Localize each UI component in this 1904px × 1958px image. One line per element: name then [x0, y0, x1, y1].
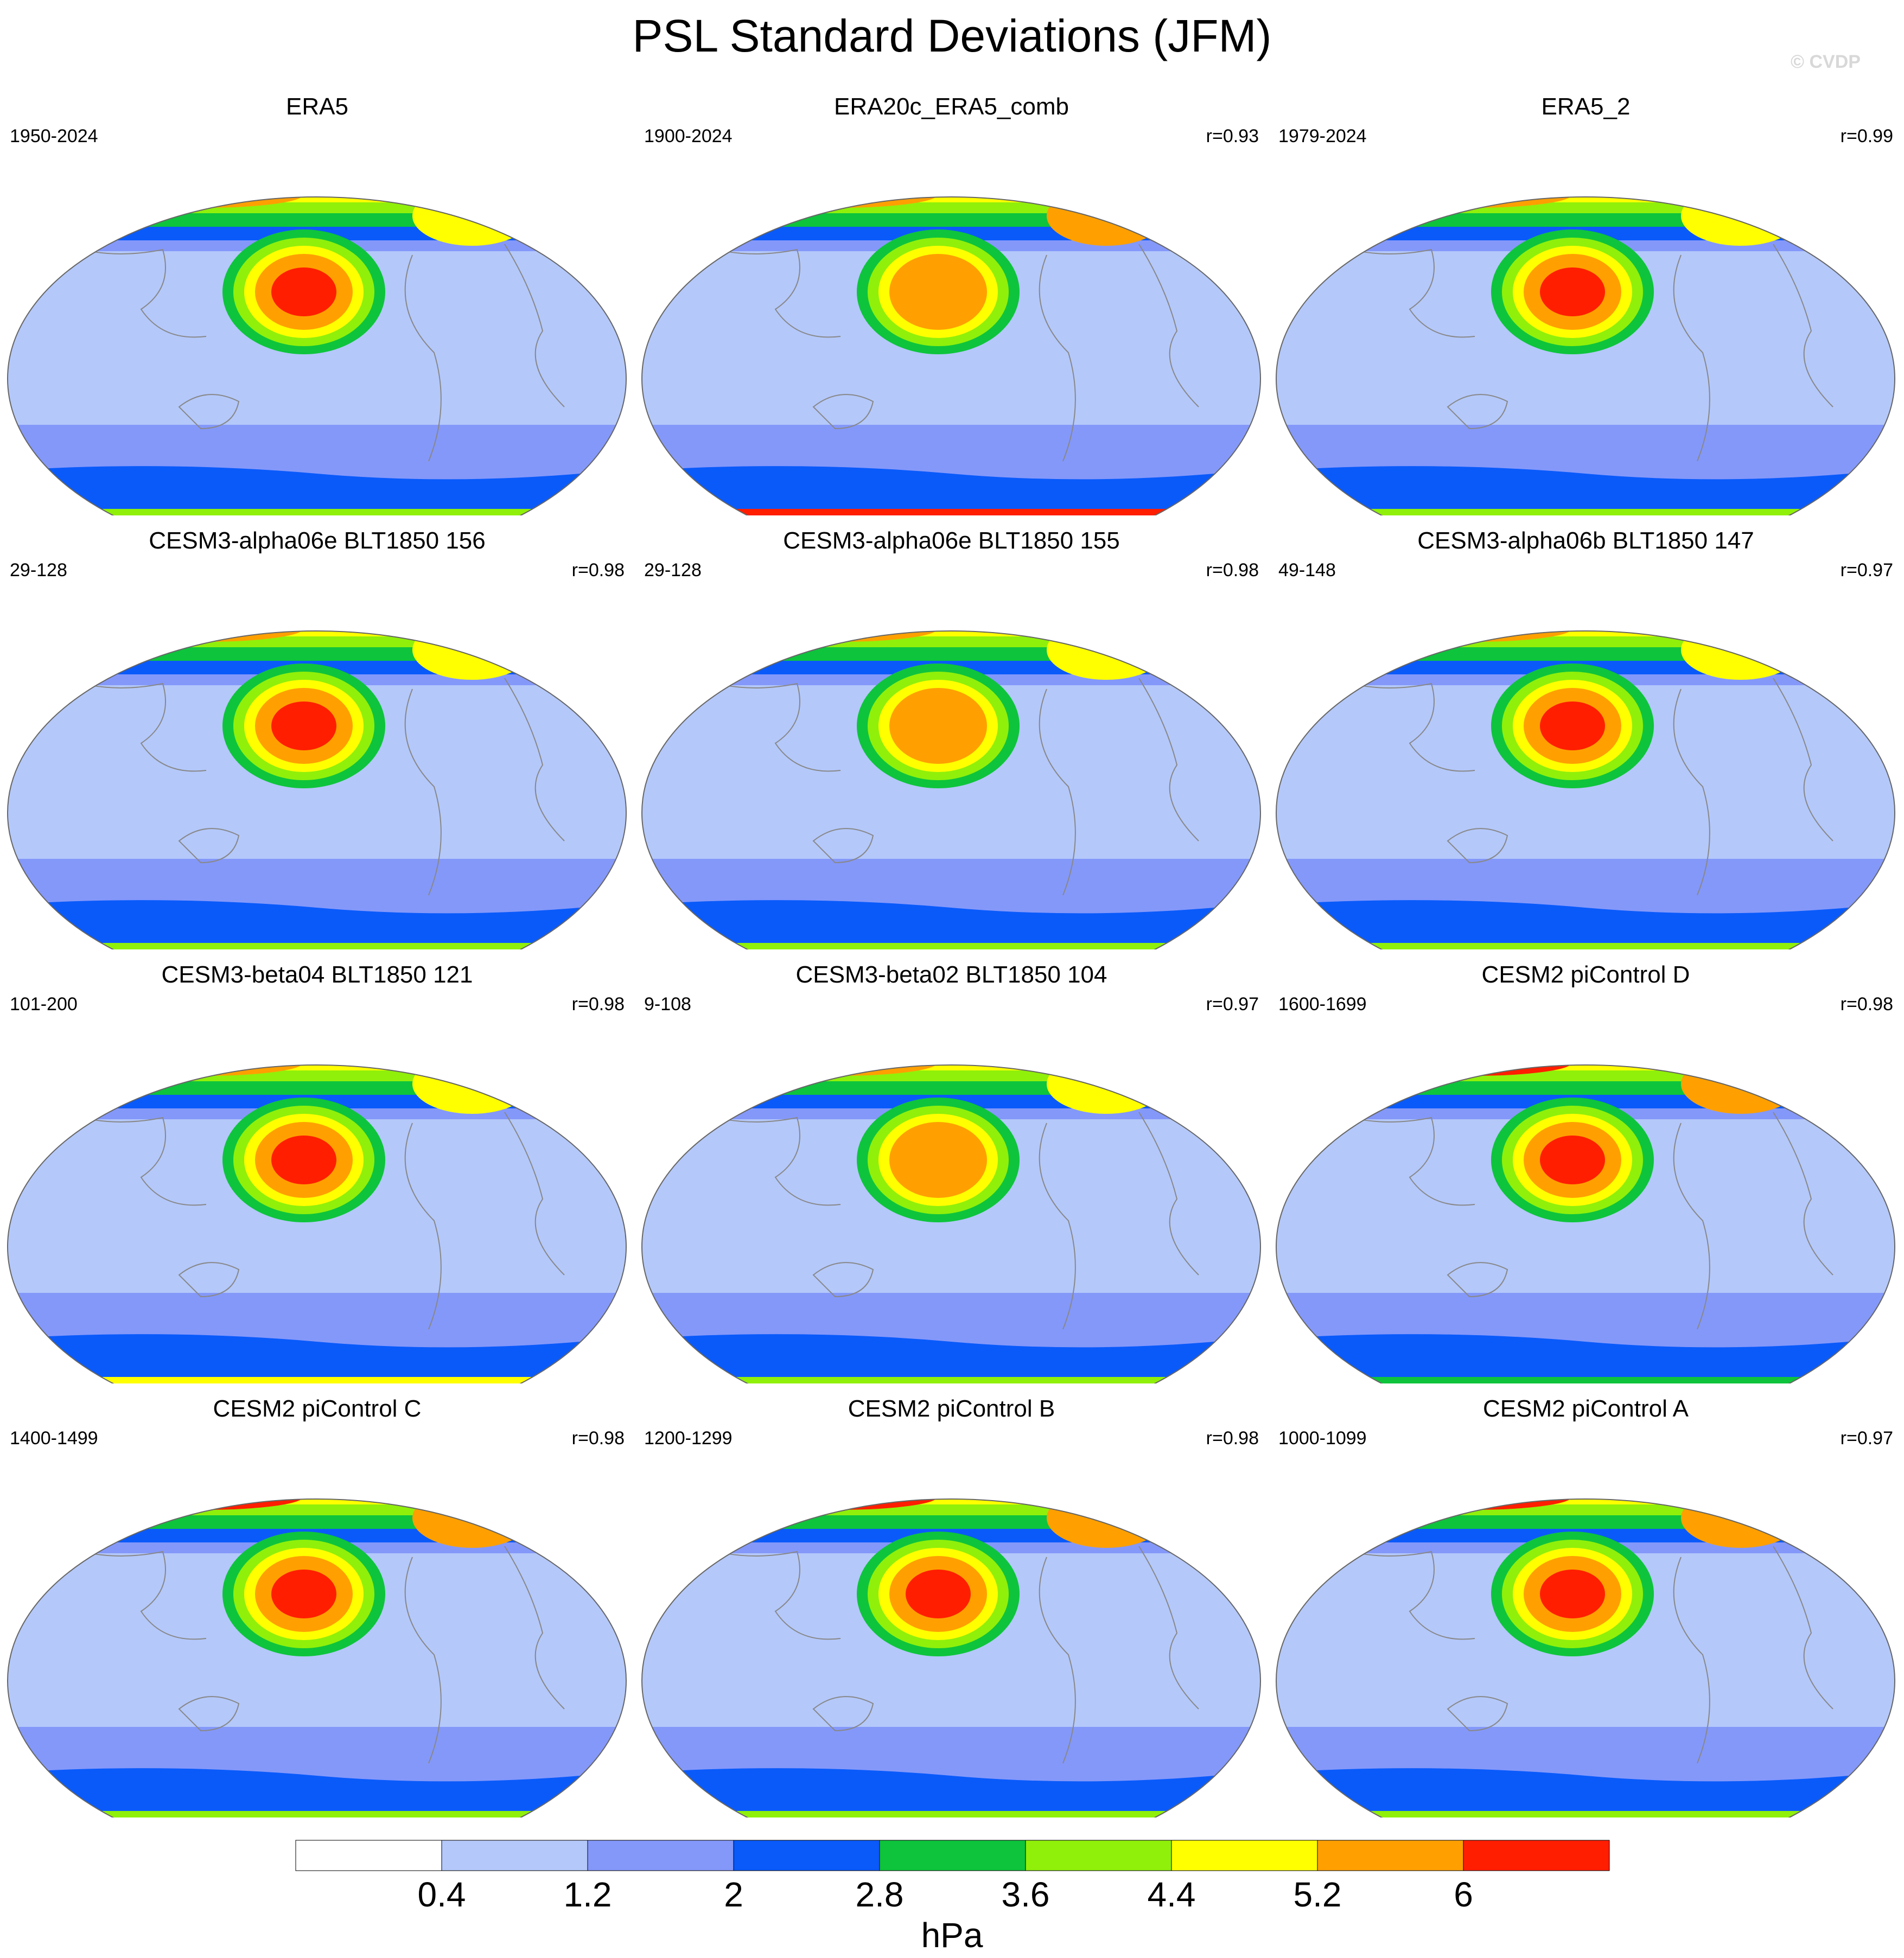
panel-title: CESM3-alpha06e BLT1850 156: [149, 527, 486, 554]
panel-pattern-correlation: r=0.98: [1206, 560, 1259, 581]
panel-title: CESM3-alpha06e BLT1850 155: [783, 527, 1120, 554]
psl-std-map: [1276, 1064, 1895, 1383]
colorbar-tick-label: 3.6: [1001, 1875, 1050, 1914]
psl-std-map: [641, 1064, 1261, 1383]
panel-period: 9-108: [644, 994, 691, 1015]
panel-title: CESM3-beta04 BLT1850 121: [161, 961, 473, 988]
panel-pattern-correlation: r=0.98: [1840, 994, 1893, 1015]
map-panel: CESM2 piControl D 1600-1699 r=0.98: [1269, 949, 1903, 1383]
colorbar-swatch: [295, 1840, 442, 1871]
panel-pattern-correlation: r=0.93: [1206, 126, 1259, 146]
psl-std-map: [641, 1498, 1261, 1817]
psl-std-map: [1276, 196, 1895, 515]
panel-pattern-correlation: r=0.98: [571, 560, 625, 581]
panel-title: ERA20c_ERA5_comb: [834, 93, 1069, 120]
colorbar-units: hPa: [921, 1916, 983, 1955]
panel-pattern-correlation: r=0.97: [1840, 560, 1893, 581]
panel-period: 1979-2024: [1278, 126, 1367, 146]
map-panel: ERA20c_ERA5_comb 1900-2024 r=0.93: [634, 81, 1269, 515]
colorbar-swatch: [1463, 1840, 1610, 1871]
colorbar-tick-label: 1.2: [563, 1875, 612, 1914]
colorbar-swatch: [733, 1840, 880, 1871]
colorbar-swatch: [441, 1840, 588, 1871]
psl-std-map: [641, 630, 1261, 949]
colorbar-tick-label: 0.4: [417, 1875, 466, 1914]
colorbar-tick-label: 5.2: [1293, 1875, 1342, 1914]
panel-period: 29-128: [644, 560, 702, 581]
panel-title: CESM3-beta02 BLT1850 104: [795, 961, 1107, 988]
panel-title: CESM2 piControl B: [848, 1395, 1055, 1422]
panel-pattern-correlation: r=0.99: [1840, 126, 1893, 146]
colorbar-tick-label: 6: [1454, 1875, 1473, 1914]
panel-pattern-correlation: r=0.98: [571, 1428, 625, 1449]
panel-title: CESM2 piControl A: [1482, 1395, 1689, 1422]
panel-period: 49-148: [1278, 560, 1336, 581]
map-panel: CESM3-alpha06e BLT1850 155 29-128 r=0.98: [634, 515, 1269, 949]
panel-title: CESM2 piControl C: [213, 1395, 422, 1422]
psl-std-map: [641, 196, 1261, 515]
map-panel: CESM2 piControl B 1200-1299 r=0.98: [634, 1383, 1269, 1817]
panel-period: 1000-1099: [1278, 1428, 1367, 1449]
colorbar-swatch: [1025, 1840, 1172, 1871]
panel-title: CESM2 piControl D: [1481, 961, 1690, 988]
panel-period: 1600-1699: [1278, 994, 1367, 1015]
panel-pattern-correlation: r=0.97: [1206, 994, 1259, 1015]
psl-std-map: [7, 630, 627, 949]
cvdp-watermark: © CVDP: [1791, 52, 1861, 72]
panel-period: 1200-1299: [644, 1428, 733, 1449]
psl-std-map: [7, 196, 627, 515]
panel-pattern-correlation: r=0.98: [571, 994, 625, 1015]
panel-title: ERA5: [286, 93, 348, 120]
panel-period: 1400-1499: [10, 1428, 98, 1449]
psl-std-map: [7, 1064, 627, 1383]
colorbar-tick-label: 4.4: [1147, 1875, 1196, 1914]
map-panel: CESM3-alpha06b BLT1850 147 49-148 r=0.97: [1269, 515, 1903, 949]
figure-title: PSL Standard Deviations (JFM): [632, 10, 1272, 61]
panel-period: 29-128: [10, 560, 67, 581]
psl-std-map: [1276, 630, 1895, 949]
psl-std-map: [7, 1498, 627, 1817]
map-panel: CESM2 piControl C 1400-1499 r=0.98: [0, 1383, 634, 1817]
panel-pattern-correlation: r=0.98: [1206, 1428, 1259, 1449]
map-panel: CESM3-alpha06e BLT1850 156 29-128 r=0.98: [0, 515, 634, 949]
map-panel: CESM3-beta04 BLT1850 121 101-200 r=0.98: [0, 949, 634, 1383]
colorbar-tick-label: 2.8: [855, 1875, 904, 1914]
panel-period: 1950-2024: [10, 126, 98, 146]
panel-period: 101-200: [10, 994, 78, 1015]
panel-title: CESM3-alpha06b BLT1850 147: [1417, 527, 1754, 554]
map-panel: ERA5_2 1979-2024 r=0.99: [1269, 81, 1903, 515]
panel-pattern-correlation: r=0.97: [1840, 1428, 1893, 1449]
panel-period: 1900-2024: [644, 126, 733, 146]
colorbar-swatch: [1171, 1840, 1318, 1871]
colorbar-swatch: [879, 1840, 1026, 1871]
map-panel: CESM3-beta02 BLT1850 104 9-108 r=0.97: [634, 949, 1269, 1383]
colorbar-swatch: [587, 1840, 734, 1871]
map-panel: CESM2 piControl A 1000-1099 r=0.97: [1269, 1383, 1903, 1817]
colorbar-swatch: [1317, 1840, 1464, 1871]
colorbar-tick-label: 2: [724, 1875, 743, 1914]
map-panel: ERA5 1950-2024: [0, 81, 634, 515]
psl-std-map: [1276, 1498, 1895, 1817]
panel-title: ERA5_2: [1541, 93, 1631, 120]
